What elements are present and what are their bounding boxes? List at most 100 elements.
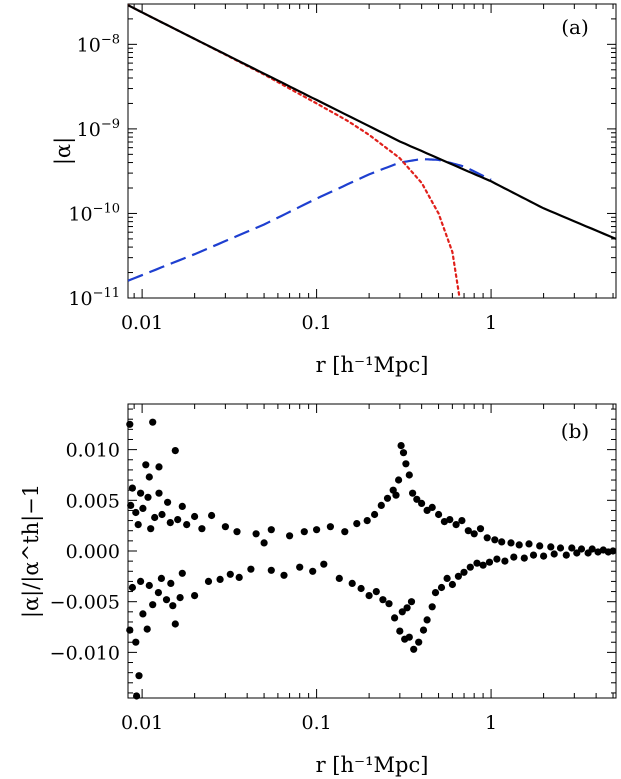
data-point (158, 510, 166, 519)
data-point (198, 525, 206, 533)
data-point (428, 603, 436, 611)
data-point (134, 521, 142, 529)
data-point (435, 510, 443, 519)
data-point (403, 604, 411, 612)
data-point (296, 563, 304, 571)
data-point (491, 536, 499, 544)
data-point (452, 521, 460, 529)
data-point (155, 489, 163, 497)
data-point (396, 627, 404, 635)
y-tick-label: −0.005 (50, 592, 120, 614)
panel-a-ticks: 0.01 0.1 1 10−8 10−9 10−10 10−11 (68, 4, 616, 334)
data-point (371, 510, 379, 519)
panel-a-frame (127, 3, 617, 299)
data-point (128, 583, 136, 592)
data-point (162, 596, 171, 604)
data-point (216, 575, 224, 584)
data-point (446, 516, 454, 524)
data-point (437, 583, 446, 592)
data-point (493, 555, 501, 563)
panel-b-ticks: 0.01 0.1 1 0.010 0.005 0.000 −0.005 −0.010 (50, 404, 616, 734)
data-point (395, 476, 403, 484)
data-point (476, 525, 485, 533)
data-point (407, 598, 416, 606)
data-point (143, 625, 151, 633)
data-point (300, 528, 308, 536)
data-point (267, 526, 275, 534)
panel-a-series (128, 4, 616, 298)
data-point (419, 626, 428, 634)
data-point (132, 638, 140, 646)
dashed-series-line (128, 157, 492, 282)
x-tick-label: 1 (485, 712, 497, 734)
data-point (485, 558, 494, 566)
data-point (473, 559, 481, 567)
data-point (260, 539, 268, 547)
data-point (247, 565, 255, 573)
data-point (313, 526, 321, 534)
data-point (137, 489, 145, 497)
data-point (154, 589, 162, 597)
data-point (385, 600, 393, 608)
data-point (391, 614, 399, 622)
data-point (353, 520, 361, 528)
data-point (466, 563, 474, 571)
data-point (233, 528, 241, 536)
data-point (510, 553, 518, 561)
panel-a: 0.01 0.1 1 10−8 10−9 10−10 10−11 (a) |α| r [h⁻… (51, 3, 617, 377)
data-point (326, 523, 334, 531)
data-point (409, 489, 417, 497)
y-tick-label: 10−10 (68, 201, 120, 225)
data-point (145, 473, 153, 481)
data-point (372, 588, 380, 596)
dotted-series-line (128, 4, 461, 298)
y-tick-label: 10−11 (68, 286, 120, 310)
data-point (405, 471, 413, 479)
data-point (609, 547, 616, 555)
y-tick-label: 10−9 (77, 117, 120, 141)
data-point (235, 573, 243, 582)
data-point (402, 460, 410, 468)
data-point (431, 589, 440, 597)
data-point (418, 499, 426, 507)
data-point (443, 574, 451, 583)
data-point (139, 504, 147, 512)
data-point (164, 498, 172, 506)
x-tick-label: 0.1 (301, 712, 331, 734)
data-point (428, 503, 436, 511)
data-point (547, 543, 555, 551)
data-point (405, 633, 413, 641)
data-point (392, 491, 400, 499)
x-tick-label: 0.1 (301, 312, 331, 334)
data-point (379, 596, 387, 604)
data-point (365, 592, 373, 600)
x-tick-label: 0.01 (121, 712, 163, 734)
data-point (144, 493, 152, 501)
data-point (501, 557, 509, 565)
y-tick-label: 0.010 (66, 440, 120, 462)
data-point (221, 523, 229, 531)
data-point (454, 572, 462, 580)
data-point (191, 512, 199, 521)
y-tick-label: 0.000 (66, 541, 120, 563)
data-point (363, 517, 371, 525)
data-point (137, 577, 145, 586)
data-point (174, 516, 182, 524)
data-point (348, 579, 356, 588)
data-point (208, 511, 216, 520)
data-point (357, 584, 365, 593)
y-tick-label: 0.005 (66, 490, 120, 512)
data-point (133, 692, 141, 700)
data-point (147, 525, 155, 533)
panel-b-ylabel: |α|/|α^th|−1 (19, 484, 44, 618)
data-point (507, 539, 515, 547)
data-point (335, 574, 343, 583)
data-point (191, 592, 199, 600)
data-point (252, 530, 260, 538)
data-point (176, 594, 184, 602)
data-point (226, 570, 234, 578)
x-tick-label: 1 (485, 312, 497, 334)
data-point (166, 519, 174, 527)
data-point (479, 561, 487, 569)
